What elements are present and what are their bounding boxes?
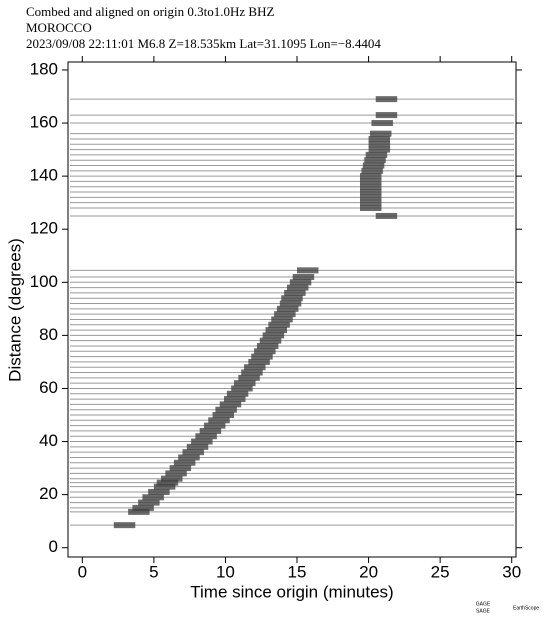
arrival (238, 374, 260, 381)
arrival (364, 157, 386, 164)
logo: EarthScope (513, 605, 539, 611)
y-tick-label: 100 (30, 272, 58, 291)
header-line: MOROCCO (26, 20, 92, 35)
y-tick-label: 160 (30, 113, 58, 132)
y-tick-label: 60 (39, 378, 58, 397)
arrival (268, 321, 290, 328)
arrival (148, 488, 170, 495)
arrival (368, 135, 391, 142)
arrival (128, 508, 150, 515)
x-tick-label: 15 (288, 562, 307, 581)
arrival (203, 422, 226, 429)
arrival (375, 212, 398, 219)
arrival (182, 449, 204, 456)
arrival (178, 454, 200, 461)
arrival (286, 284, 309, 291)
arrival (359, 183, 382, 190)
arrival (231, 385, 253, 392)
arrival (224, 396, 246, 403)
y-tick-label: 140 (30, 166, 58, 185)
arrival (297, 267, 319, 274)
arrival (359, 194, 382, 201)
arrival (142, 494, 164, 501)
arrival (256, 342, 279, 349)
x-tick-label: 10 (216, 562, 235, 581)
arrival (359, 199, 382, 206)
y-tick-label: 180 (30, 59, 58, 78)
x-tick-label: 20 (359, 562, 378, 581)
arrival (212, 412, 235, 419)
logo: GAGE (476, 601, 491, 607)
arrival (199, 427, 222, 434)
x-tick-label: 0 (78, 562, 87, 581)
arrival (375, 96, 398, 103)
x-tick-label: 5 (149, 562, 158, 581)
arrival (215, 406, 237, 413)
arrival (359, 189, 382, 196)
arrival (284, 289, 306, 296)
arrival (241, 369, 263, 376)
arrival (259, 337, 282, 344)
arrival (244, 364, 266, 371)
arrival (279, 300, 302, 307)
arrival (359, 178, 382, 185)
arrival (219, 401, 242, 408)
arrival (208, 417, 230, 424)
arrival (274, 311, 296, 318)
logo: SAGE (476, 608, 491, 614)
y-tick-label: 120 (30, 219, 58, 238)
arrival (186, 443, 209, 450)
arrival (276, 305, 299, 312)
arrival (370, 130, 392, 137)
arrival (365, 151, 388, 158)
arrival (262, 332, 285, 339)
arrival (138, 499, 160, 506)
y-tick-label: 40 (39, 431, 58, 450)
arrival (265, 327, 287, 334)
arrival (173, 459, 196, 466)
arrival (371, 120, 393, 127)
arrival (359, 173, 382, 180)
arrival (281, 295, 303, 302)
arrival (191, 438, 213, 445)
arrival (132, 504, 154, 511)
arrival (195, 433, 217, 440)
plot-frame (67, 61, 517, 558)
x-tick-label: 25 (431, 562, 450, 581)
plot (70, 96, 514, 529)
header-line: Combed and aligned on origin 0.3to1.0Hz … (26, 4, 274, 19)
arrival (165, 470, 187, 477)
arrival (169, 465, 192, 472)
arrival (359, 204, 382, 211)
header-line: 2023/09/08 22:11:01 M6.8 Z=18.535km Lat=… (26, 36, 381, 51)
arrival (234, 380, 256, 387)
y-tick-label: 0 (49, 537, 58, 556)
arrival (226, 390, 249, 397)
arrival (254, 348, 276, 355)
y-tick-label: 20 (39, 484, 58, 503)
arrival (362, 162, 385, 169)
arrival (375, 112, 398, 119)
arrival (271, 316, 293, 323)
arrival (161, 475, 183, 482)
x-tick-label: 30 (502, 562, 521, 581)
arrival (361, 167, 383, 174)
arrival (251, 353, 273, 360)
arrival (248, 358, 270, 365)
arrival (156, 479, 179, 486)
arrival (368, 141, 391, 148)
arrival (289, 279, 312, 286)
y-axis-label: Distance (degrees) (5, 238, 24, 382)
arrival (368, 146, 391, 153)
x-axis-label: Time since origin (minutes) (190, 582, 393, 601)
arrival (292, 273, 315, 280)
y-tick-label: 80 (39, 325, 58, 344)
arrival (113, 522, 136, 529)
arrival (153, 483, 176, 490)
